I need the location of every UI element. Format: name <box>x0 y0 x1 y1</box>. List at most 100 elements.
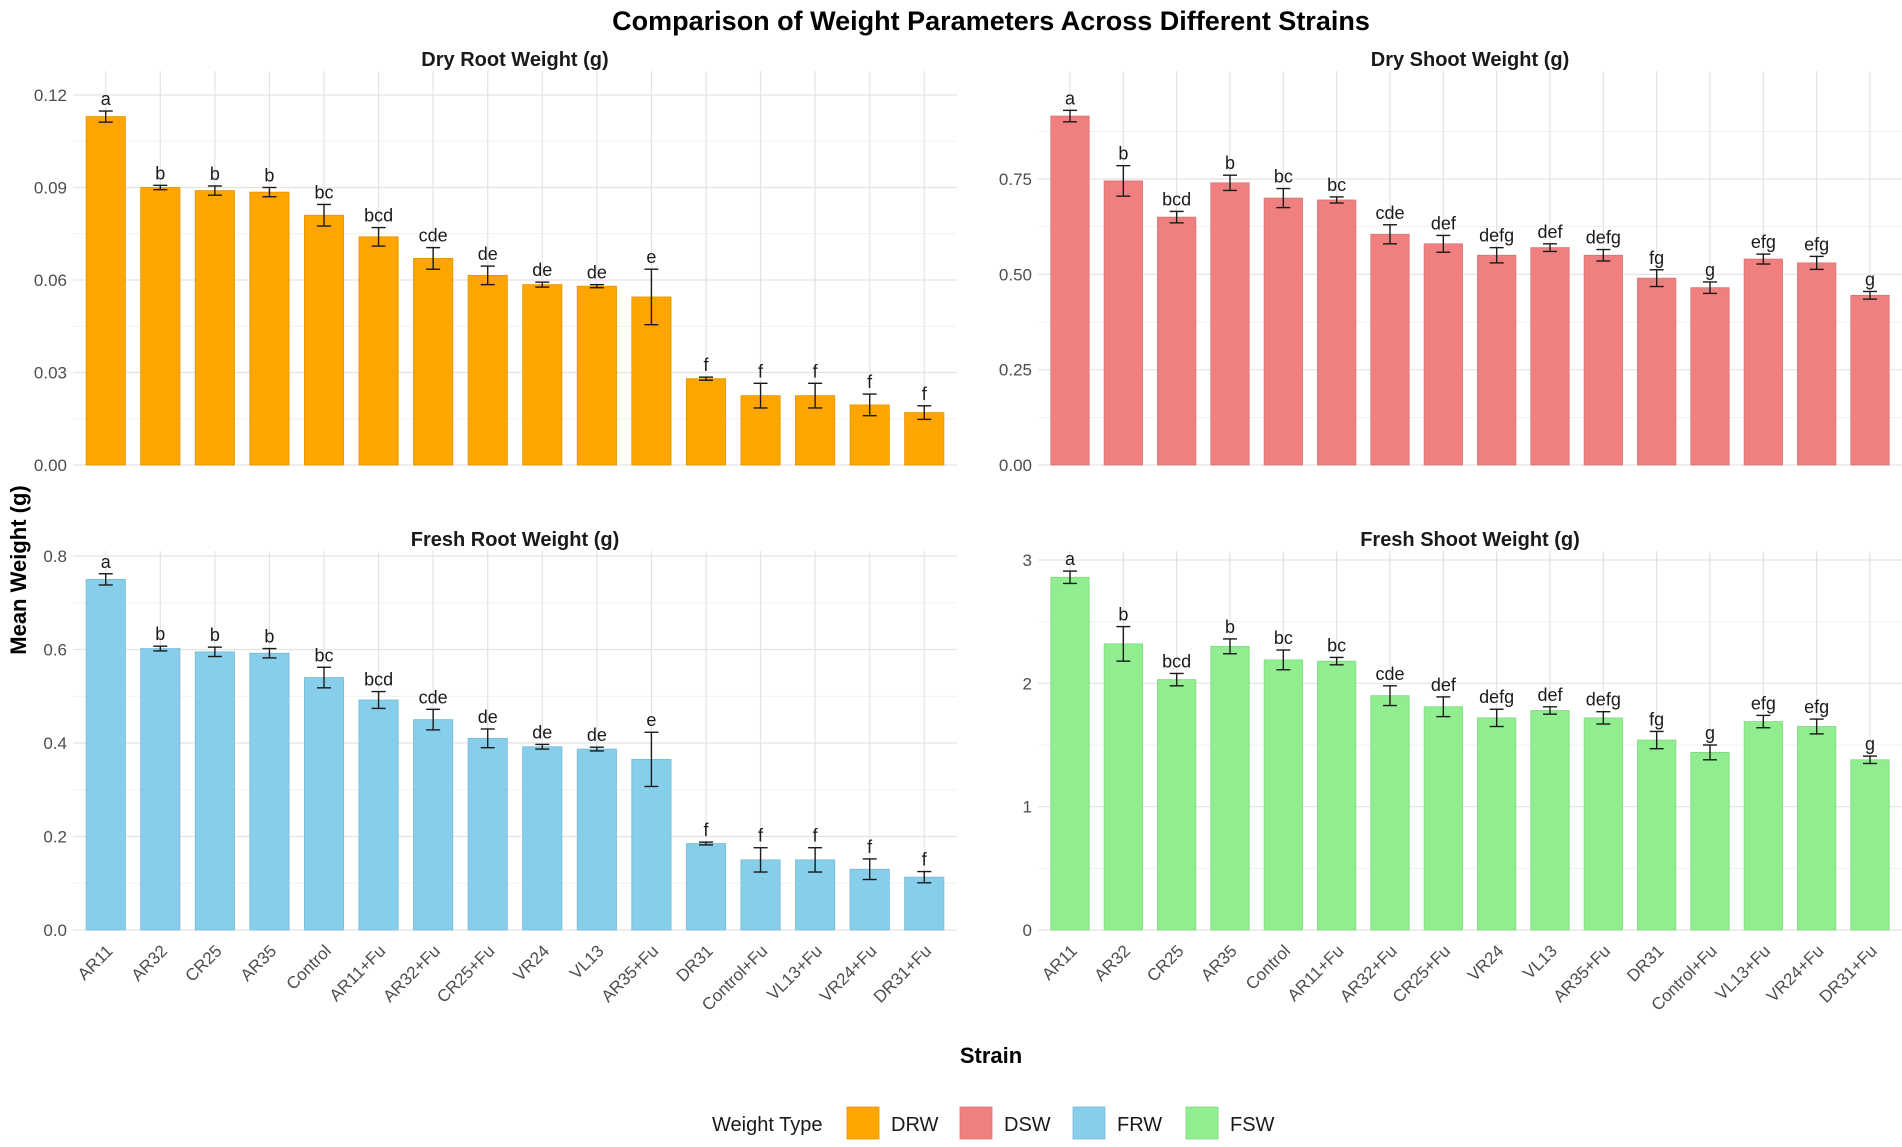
x-tick-label: AR35 <box>1197 941 1241 985</box>
x-tick-label: VL13 <box>1519 941 1561 983</box>
chart-title: Comparison of Weight Parameters Across D… <box>612 6 1370 36</box>
significance-label: defg <box>1586 690 1621 710</box>
x-tick-label: CR25+Fu <box>433 941 498 1006</box>
bar-ar11 <box>85 116 126 466</box>
significance-label: f <box>758 826 764 846</box>
x-tick-label: VL13 <box>566 941 608 983</box>
bar-cr25-plus-fu <box>1423 706 1463 931</box>
x-tick-label: VR24+Fu <box>816 941 881 1006</box>
significance-label: b <box>1225 617 1235 637</box>
bar-control <box>303 677 345 931</box>
significance-label: defg <box>1586 228 1621 248</box>
legend-title: Weight Type <box>712 1114 822 1136</box>
significance-label: def <box>1431 675 1457 695</box>
bar-vl13 <box>576 285 617 466</box>
significance-label: a <box>101 89 112 109</box>
y-tick-label: 0.75 <box>999 170 1032 189</box>
x-tick-label: Control <box>1242 941 1294 993</box>
y-tick-label: 0 <box>1023 921 1032 940</box>
x-tick-label: DR31 <box>673 941 717 985</box>
significance-label: f <box>922 384 928 404</box>
x-tick-label: CR25 <box>1143 941 1187 985</box>
x-tick-label: AR11 <box>1038 941 1081 984</box>
legend-item-fsw: FSW <box>1185 1106 1275 1140</box>
bar-cr25-plus-fu <box>467 737 508 931</box>
bar-dr31-plus-fu <box>1850 759 1890 931</box>
bar-vl13 <box>1530 710 1570 931</box>
bar-ar35-plus-fu <box>631 758 672 931</box>
significance-label: fg <box>1649 248 1664 268</box>
legend: Weight Type DRW DSW FRW FSW <box>712 1106 1275 1140</box>
x-tick-label: DR31 <box>1623 941 1667 985</box>
panel-title: Dry Shoot Weight (g) <box>1371 49 1570 71</box>
bar-cr25 <box>194 651 235 931</box>
bar-dr31-plus-fu <box>904 412 945 466</box>
y-tick-label: 2 <box>1023 674 1032 693</box>
x-tick-label: AR11+Fu <box>326 941 390 1005</box>
bar-ar35 <box>249 191 290 466</box>
bar-dr31-plus-fu <box>904 876 945 931</box>
bar-vl13 <box>1530 247 1570 466</box>
legend-swatch <box>1185 1106 1219 1140</box>
panel-fsw: 0 1 2 3 Fresh Shoot Weight (g) a b bcd b bc bc cde d… <box>1023 529 1902 1015</box>
significance-label: efg <box>1804 234 1829 254</box>
significance-label: efg <box>1751 232 1776 252</box>
y-tick-label: 0.8 <box>43 547 67 566</box>
y-tick-label: 0.00 <box>34 456 67 475</box>
legend-item-drw: DRW <box>846 1106 939 1140</box>
y-tick-label: 0.09 <box>34 179 67 198</box>
significance-label: g <box>1705 723 1715 743</box>
bar-ar35 <box>249 652 290 931</box>
significance-label: cde <box>1375 664 1404 684</box>
y-tick-label: 1 <box>1023 798 1032 817</box>
bar-ar32 <box>1103 180 1143 466</box>
bar-control-plus-fu <box>1690 752 1730 931</box>
bar-dr31 <box>1637 739 1677 931</box>
significance-label: defg <box>1479 226 1514 246</box>
x-tick-label: CR25 <box>182 941 226 985</box>
x-tick-label: VR24 <box>510 941 554 985</box>
bar-ar32-plus-fu <box>1370 695 1410 931</box>
bar-vr24 <box>522 284 563 466</box>
significance-label: b <box>264 627 274 647</box>
significance-label: bcd <box>1162 651 1191 671</box>
x-tick-label: AR35+Fu <box>598 941 663 1006</box>
significance-label: b <box>155 624 165 644</box>
bar-cr25-plus-fu <box>467 274 508 466</box>
significance-label: cde <box>1375 203 1404 223</box>
y-tick-label: 0.0 <box>43 921 67 940</box>
significance-label: bc <box>315 182 334 202</box>
bar-vr24 <box>522 746 563 931</box>
y-tick-label: 0.2 <box>43 828 67 847</box>
significance-label: def <box>1537 222 1563 242</box>
panel-title: Fresh Root Weight (g) <box>411 529 620 551</box>
bar-ar11-plus-fu <box>1317 199 1357 466</box>
bar-vl13-plus-fu <box>1743 721 1783 931</box>
legend-item-frw: FRW <box>1072 1106 1162 1140</box>
significance-label: g <box>1865 734 1875 754</box>
significance-label: b <box>1118 605 1128 625</box>
y-tick-label: 0.03 <box>34 364 67 383</box>
y-axis-title: Mean Weight (g) <box>6 485 31 654</box>
legend-item-dsw: DSW <box>959 1106 1051 1140</box>
significance-label: f <box>703 355 709 375</box>
panel-drw: 0.00 0.03 0.06 0.09 0.12 Dry Root Weight (g) a… <box>34 49 957 475</box>
x-tick-label: AR35+Fu <box>1550 941 1615 1006</box>
bar-ar35-plus-fu <box>1583 254 1623 466</box>
bar-ar35-plus-fu <box>1583 717 1623 931</box>
bar-vr24-plus-fu <box>1797 726 1837 931</box>
x-tick-label: AR32+Fu <box>379 941 444 1006</box>
significance-label: bcd <box>364 206 393 226</box>
bar-dr31 <box>685 378 727 466</box>
significance-label: f <box>922 850 928 870</box>
significance-label: de <box>532 722 552 742</box>
significance-label: de <box>478 244 498 264</box>
bar-cr25-plus-fu <box>1423 243 1463 466</box>
x-axis-title: Strain <box>960 1043 1022 1068</box>
bar-ar11-plus-fu <box>358 236 399 466</box>
bar-ar32 <box>140 648 181 931</box>
panel-title: Dry Root Weight (g) <box>421 49 608 71</box>
x-tick-label: VR24 <box>1464 941 1508 985</box>
significance-label: b <box>1118 144 1128 164</box>
